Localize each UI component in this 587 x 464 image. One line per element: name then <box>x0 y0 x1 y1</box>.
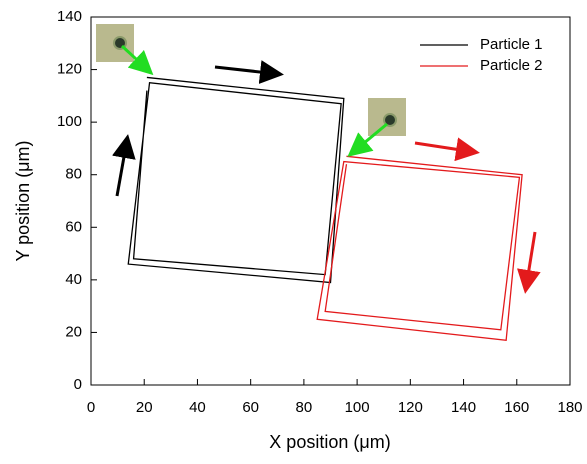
y-tick-label: 0 <box>74 376 82 393</box>
y-tick-label: 80 <box>65 166 82 183</box>
y-tick-label: 140 <box>57 8 82 25</box>
y-tick-label: 100 <box>57 113 82 130</box>
x-tick-label: 40 <box>189 399 206 416</box>
plot-frame <box>90 16 571 386</box>
series-line <box>127 76 345 284</box>
x-tick-label: 80 <box>296 399 313 416</box>
x-tick-label: 120 <box>398 399 423 416</box>
y-axis-title: Y position (μm) <box>13 140 33 261</box>
legend-label: Particle 1 <box>480 36 543 53</box>
x-tick-label: 100 <box>345 399 370 416</box>
annotations <box>96 24 541 294</box>
x-tick-label: 0 <box>87 399 95 416</box>
x-axis-title: X position (μm) <box>269 432 390 452</box>
x-tick-label: 20 <box>136 399 153 416</box>
x-tick-label: 160 <box>504 399 529 416</box>
y-tick-label: 120 <box>57 61 82 78</box>
series-line <box>316 155 523 342</box>
x-tick-label: 180 <box>557 399 582 416</box>
x-tick-label: 140 <box>451 399 476 416</box>
y-tick-label: 20 <box>65 323 82 340</box>
x-tick-label: 60 <box>242 399 259 416</box>
y-tick-label: 60 <box>65 218 82 235</box>
legend-label: Particle 2 <box>480 57 543 74</box>
y-tick-label: 40 <box>65 271 82 288</box>
